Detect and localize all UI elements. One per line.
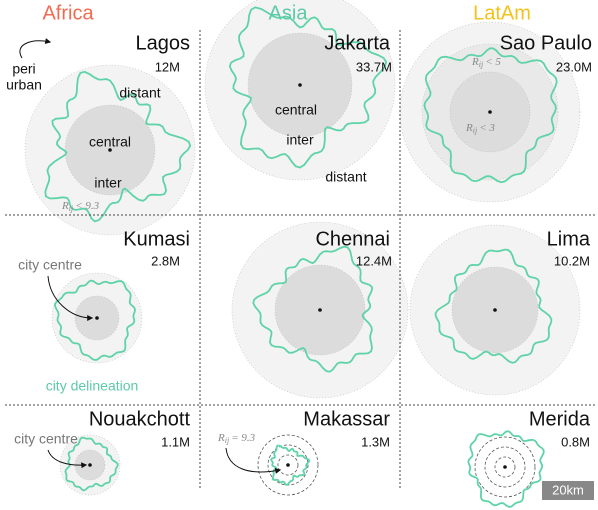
city-labels: Lagos 12M Jakarta 33.7M Sao Paulo 23.0M Kumasi…: [89, 32, 592, 449]
annotation: distant: [119, 85, 160, 101]
city-name: Chennai: [315, 228, 390, 250]
annotation: distant: [325, 169, 366, 185]
arrow: [47, 275, 94, 321]
distance-ring: [277, 454, 299, 476]
city-population: 1.1M: [161, 434, 190, 449]
column-header: Asia: [269, 2, 309, 24]
city-name: Kumasi: [123, 228, 190, 250]
city-centre: [318, 308, 322, 312]
city-outline: [434, 248, 553, 364]
annotation: central: [89, 134, 131, 150]
city-centre: [488, 110, 492, 114]
city-population: 33.7M: [356, 59, 392, 74]
scale-label: 20km: [552, 482, 584, 497]
city-population: 10.2M: [554, 253, 590, 268]
city-outline: [64, 436, 119, 492]
city-outline: [228, 6, 388, 169]
city-name: Makassar: [303, 408, 390, 430]
radius-label: Rij = 9.3: [217, 432, 256, 445]
distance-ring: [474, 436, 536, 498]
city-centre: [286, 463, 290, 467]
radius-label: Rij < 5: [471, 56, 501, 69]
city-name: Lagos: [136, 32, 191, 54]
distance-ring: [257, 434, 319, 496]
city-population: 12.4M: [356, 253, 392, 268]
annotation: inter: [286, 132, 314, 148]
city-population: 2.8M: [151, 253, 180, 268]
column-header: LatAm: [473, 2, 531, 24]
annotation: peri: [12, 61, 35, 77]
annotation: inter: [94, 175, 122, 191]
city-name: Nouakchott: [89, 408, 191, 430]
annotation: urban: [6, 77, 42, 93]
column-header: Africa: [42, 2, 94, 24]
city-population: 0.8M: [561, 434, 590, 449]
distance-ring: [494, 456, 516, 478]
city-centre: [88, 463, 92, 467]
radius-label: Rij < 3: [465, 122, 495, 135]
city-population: 12M: [155, 59, 180, 74]
city-name: Sao Paulo: [500, 32, 592, 54]
scale-bar: [542, 481, 594, 500]
city-centre: [503, 465, 507, 469]
distance-ring: [484, 446, 526, 488]
annotation: central: [275, 102, 317, 118]
city-name: Jakarta: [324, 32, 390, 54]
city-outline: [252, 245, 373, 373]
city-population: 1.3M: [361, 434, 390, 449]
city-outline: [467, 430, 545, 508]
city-centre: [298, 83, 302, 87]
annotation: city delineation: [46, 378, 139, 394]
city-name: Lima: [547, 228, 591, 250]
city-centre: [95, 316, 99, 320]
city-centre: [493, 308, 497, 312]
city-outline: [270, 444, 311, 486]
city-outline: [54, 279, 136, 361]
city-centre: [108, 148, 112, 152]
city-outline: [44, 70, 192, 223]
radius-label: Rij < 9.3: [61, 200, 100, 213]
city-name: Merida: [529, 408, 591, 430]
arrow: [47, 449, 88, 469]
arrow: [225, 447, 282, 474]
maps: [24, 0, 581, 508]
annotation: city centre: [18, 257, 82, 273]
city-population: 23.0M: [556, 59, 592, 74]
annotation: city centre: [14, 431, 78, 447]
arrow: [19, 38, 52, 59]
city-outline: [423, 47, 558, 184]
